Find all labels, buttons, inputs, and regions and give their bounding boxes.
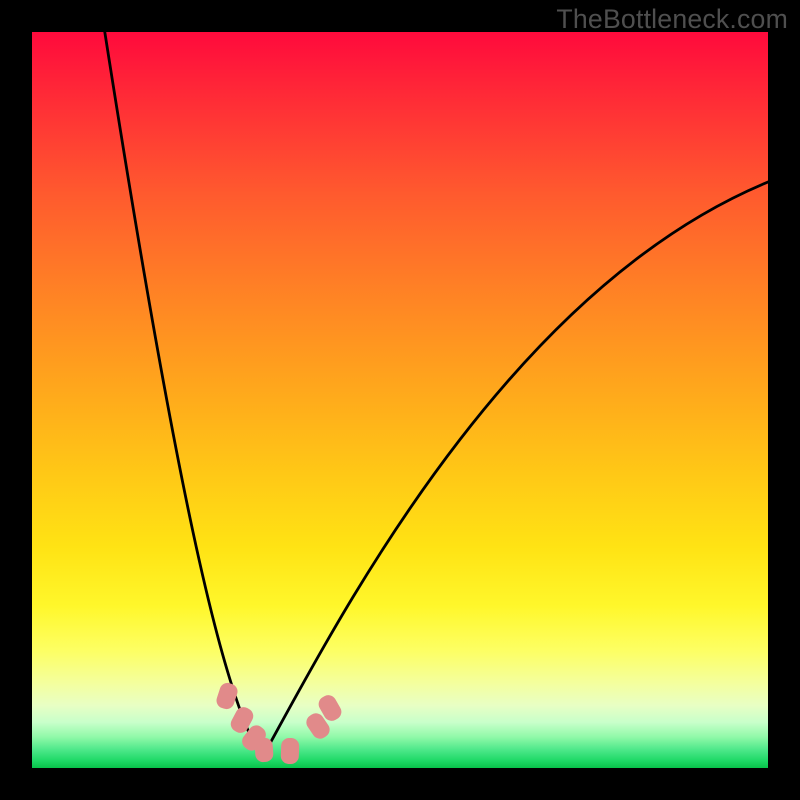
marker	[214, 681, 239, 711]
marker-group	[214, 681, 344, 764]
marker	[281, 738, 300, 765]
stage: TheBottleneck.com	[0, 0, 800, 800]
chart-svg	[32, 32, 768, 768]
bottleneck-curve	[104, 32, 768, 758]
watermark-text: TheBottleneck.com	[556, 4, 788, 35]
marker	[254, 737, 274, 762]
plot-area	[32, 32, 768, 768]
